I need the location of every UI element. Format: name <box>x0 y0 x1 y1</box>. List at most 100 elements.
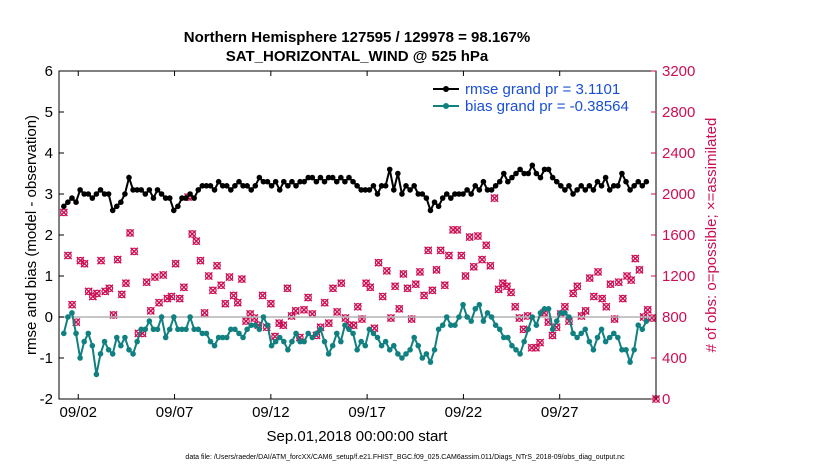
y-left-tick-label: -1 <box>40 350 53 367</box>
obs-possible-marker <box>424 246 433 255</box>
bias-point <box>354 347 360 353</box>
bias-point <box>350 330 356 337</box>
rmse-point <box>285 183 291 189</box>
bias-point <box>219 334 226 341</box>
obs-possible-marker <box>490 194 499 202</box>
obs-possible-marker <box>614 278 623 286</box>
obs-possible-marker <box>233 298 242 307</box>
obs-assimilated-marker <box>237 274 246 284</box>
obs-assimilated-marker <box>453 225 462 234</box>
y-right-tick-label: 1200 <box>662 268 695 285</box>
obs-assimilated-marker <box>163 294 172 303</box>
obs-possible-marker <box>93 289 101 298</box>
obs-assimilated-marker <box>482 241 491 250</box>
obs-possible-marker <box>441 281 449 290</box>
rmse-point <box>244 183 250 189</box>
rmse-point <box>248 187 255 193</box>
obs-assimilated-marker <box>490 194 499 203</box>
y-right-tick-label: 2800 <box>662 104 695 121</box>
obs-possible-marker <box>399 270 408 278</box>
rmse-point <box>113 203 120 210</box>
obs-possible-marker <box>180 283 188 292</box>
bias-point <box>594 334 601 341</box>
obs-possible-marker <box>146 307 155 315</box>
obs-possible-marker <box>192 237 201 245</box>
rmse-point <box>635 178 642 185</box>
bias-line <box>62 301 648 375</box>
obs-possible-marker <box>291 307 300 315</box>
obs-possible-marker <box>238 275 246 283</box>
y-left-tick-label: 1 <box>45 268 53 285</box>
obs-possible-marker <box>581 307 590 315</box>
obs-assimilated-marker <box>535 338 545 347</box>
rmse-point <box>338 174 344 181</box>
obs-possible-marker <box>97 256 105 265</box>
bias-point <box>533 322 540 329</box>
obs-possible-marker <box>155 298 163 307</box>
obs-assimilated-marker <box>631 254 640 263</box>
rmse-point <box>574 187 580 193</box>
obs-possible-marker <box>577 312 586 320</box>
obs-assimilated-marker <box>241 317 251 326</box>
rmse-point <box>525 170 532 177</box>
obs-assimilated-marker <box>221 299 230 308</box>
obs-assimilated-marker <box>569 289 578 298</box>
obs-assimilated-marker <box>424 246 433 255</box>
rmse-point <box>582 187 589 193</box>
obs-possible-marker <box>378 292 387 301</box>
obs-assimilated-marker <box>167 292 176 301</box>
bias-point <box>285 347 291 353</box>
obs-possible-marker <box>602 302 611 311</box>
rmse-point <box>260 178 267 185</box>
obs-assimilated-marker <box>635 265 644 274</box>
obs-possible-marker <box>225 273 234 281</box>
bias-point <box>362 342 369 349</box>
bias-point <box>346 326 352 333</box>
obs-assimilated-marker <box>171 259 180 268</box>
obs-possible-marker <box>619 294 627 303</box>
obs-possible-marker <box>84 287 93 296</box>
x-tick-label: 09/07 <box>156 404 194 421</box>
obs-assimilated-marker <box>217 281 226 290</box>
bias-point <box>525 326 532 333</box>
bias-point <box>492 322 499 329</box>
bias-point <box>484 310 491 316</box>
obs-possible-marker <box>569 289 577 298</box>
y-left-tick-label: -2 <box>40 391 53 408</box>
bias-point <box>399 355 405 361</box>
rmse-point <box>362 187 369 193</box>
obs-assimilated-marker <box>465 232 474 242</box>
obs-assimilated-marker <box>374 258 383 267</box>
y-right-tick-label: 2400 <box>662 145 695 162</box>
obs-assimilated-marker <box>266 299 275 308</box>
bias-point <box>513 347 519 353</box>
rmse-point <box>276 187 283 193</box>
bias-point <box>496 326 503 333</box>
obs-assimilated-marker <box>229 291 238 300</box>
obs-possible-marker <box>167 292 176 301</box>
obs-assimilated-marker <box>395 304 404 313</box>
rmse-point <box>382 183 389 189</box>
bias-point <box>635 322 642 329</box>
obs-assimilated-marker <box>366 283 375 292</box>
bias-point <box>370 330 377 337</box>
bias-point <box>313 330 320 337</box>
obs-possible-marker <box>267 299 275 308</box>
rmse-point <box>183 195 189 201</box>
obs-assimilated-marker <box>117 290 126 299</box>
rmse-point <box>199 183 206 189</box>
bias-point <box>439 322 446 329</box>
rmse-point <box>219 183 226 189</box>
bias-point <box>85 330 92 337</box>
bias-point <box>81 338 87 345</box>
rmse-point <box>566 183 572 189</box>
obs-possible-marker <box>109 311 118 319</box>
y-left-tick-label: 0 <box>45 309 53 326</box>
x-tick-label: 09/22 <box>445 404 483 421</box>
bias-point <box>146 318 153 324</box>
chart-title: Northern Hemisphere 127595 / 129978 = 98… <box>184 29 530 46</box>
bias-point <box>558 310 564 316</box>
obs-assimilated-marker <box>233 298 242 307</box>
rmse-point <box>423 195 430 201</box>
